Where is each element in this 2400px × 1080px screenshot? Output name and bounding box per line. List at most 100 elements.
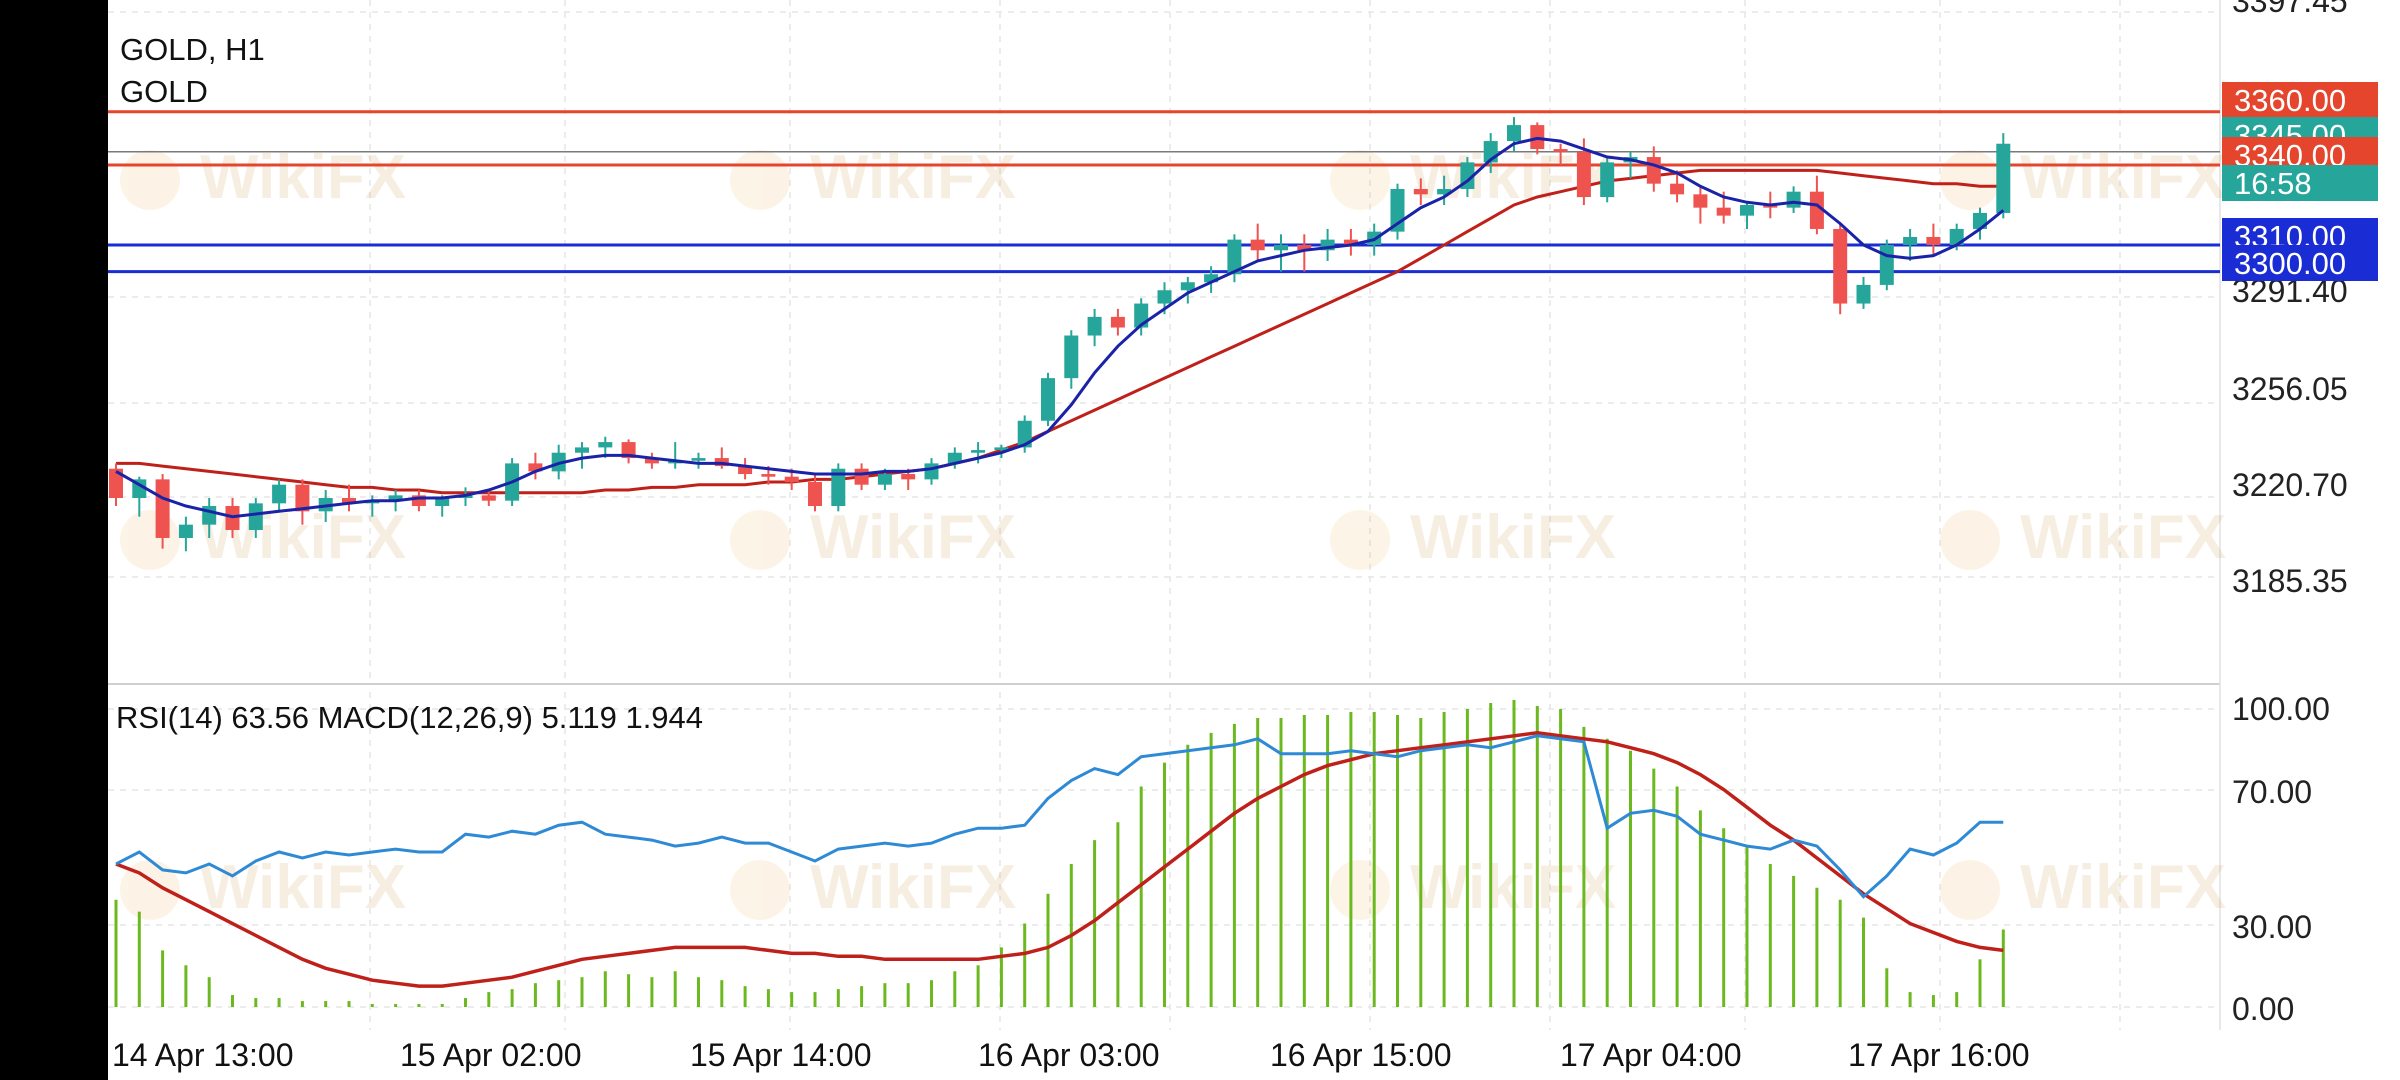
price-label: 3300.00 — [2222, 245, 2378, 281]
candle — [528, 452, 543, 480]
candle — [808, 474, 822, 512]
macd-histogram — [114, 700, 2005, 1007]
candle-body — [1204, 274, 1219, 283]
candle-body — [877, 474, 892, 485]
candle-body — [1879, 244, 1894, 285]
candle-body — [1507, 125, 1521, 142]
watermark-logo-icon — [730, 860, 790, 920]
candle — [481, 490, 496, 507]
candle — [924, 458, 939, 485]
price-label: 3360.00 — [2222, 82, 2378, 118]
candle — [575, 442, 589, 469]
watermark-logo-icon — [1330, 510, 1390, 570]
candle-body — [1087, 316, 1102, 336]
candle-body — [924, 463, 939, 480]
watermark-logo-icon — [120, 150, 180, 210]
candle — [1274, 234, 1288, 272]
candle — [1064, 330, 1079, 389]
candle — [1437, 175, 1452, 205]
y-tick-label: 70.00 — [2232, 774, 2312, 810]
candle — [1740, 202, 1754, 229]
candle — [248, 498, 263, 538]
main-grid — [108, 0, 2221, 1030]
candle-body — [1250, 239, 1265, 251]
y-tick-label: 30.00 — [2232, 909, 2312, 945]
candle — [1087, 308, 1102, 347]
candle-body — [528, 463, 543, 472]
candle — [1180, 276, 1195, 304]
candle-body — [738, 466, 753, 475]
x-tick-label: 16 Apr 15:00 — [1270, 1037, 1451, 1073]
candle-body — [1297, 244, 1312, 251]
price-label-bg — [2222, 165, 2378, 201]
ma-slow-path — [116, 168, 2004, 495]
candle — [1996, 133, 2011, 219]
candle-body — [947, 452, 962, 464]
candle-body — [342, 498, 356, 504]
candle-body — [808, 482, 822, 507]
candle — [178, 516, 193, 552]
candle — [1670, 170, 1685, 203]
macd-signal-line — [115, 731, 2004, 988]
candle-body — [1343, 239, 1358, 245]
candle-body — [388, 495, 403, 501]
candle — [1320, 228, 1335, 261]
candle-body — [901, 474, 916, 480]
watermark-logo-icon — [1330, 860, 1390, 920]
candle — [1250, 223, 1265, 261]
candle — [714, 447, 729, 469]
watermark-logo-text: WikiFX — [2020, 143, 2226, 212]
candle-body — [1716, 207, 1731, 216]
rsi-path — [115, 734, 2004, 899]
wikifx-watermark: WikiFX — [1940, 503, 2226, 572]
candle-body — [1693, 194, 1708, 208]
candle — [1856, 276, 1871, 309]
wikifx-watermark: WikiFX — [1940, 853, 2226, 922]
candle — [272, 479, 287, 512]
candle — [1903, 228, 1918, 261]
watermark-logo-icon — [1940, 860, 2000, 920]
x-tick-label: 16 Apr 03:00 — [978, 1037, 1159, 1073]
symbol-title: GOLD, H1 — [120, 32, 265, 67]
candle-body — [178, 524, 193, 538]
price-label: 16:58 — [2222, 165, 2378, 201]
candle — [1297, 234, 1312, 272]
candle — [1600, 157, 1615, 203]
candle-body — [691, 458, 706, 461]
rsi-line — [115, 734, 2004, 899]
candle — [831, 463, 846, 512]
watermark-logo-icon — [730, 150, 790, 210]
signal-path — [115, 731, 2004, 988]
horizontal-levels[interactable] — [108, 110, 2220, 274]
candle-body — [1110, 316, 1125, 328]
watermark-logo-icon — [120, 860, 180, 920]
candle-body — [1017, 420, 1032, 448]
candle — [1204, 266, 1219, 293]
candle-body — [1320, 239, 1335, 251]
candle — [1786, 186, 1801, 213]
watermark-logo-text: WikiFX — [1410, 503, 1616, 572]
candle-body — [575, 447, 589, 453]
candle-body — [411, 495, 426, 507]
indicator-y-axis: 100.00 70.00 30.00 0.00 — [2232, 691, 2330, 1027]
candle-body — [598, 442, 613, 448]
candle — [1413, 178, 1428, 205]
indicator-header: RSI(14) 63.56 MACD(12,26,9) 5.119 1.944 — [116, 700, 703, 735]
candle-body — [854, 468, 869, 485]
watermark-logo-text: WikiFX — [200, 143, 406, 212]
candle — [1926, 223, 1941, 256]
candle-body — [435, 498, 450, 507]
y-tick-label: 100.00 — [2232, 691, 2330, 727]
candle-body — [831, 468, 846, 507]
candle-body — [1786, 191, 1801, 208]
candle — [947, 447, 962, 469]
symbol-subtitle: GOLD — [120, 74, 208, 109]
candle-body — [1856, 284, 1871, 304]
x-tick-label: 17 Apr 16:00 — [1848, 1037, 2029, 1073]
ma-fast-path — [115, 136, 2005, 519]
candle-body — [109, 468, 123, 499]
y-tick-label: 3256.05 — [2232, 371, 2348, 407]
candle — [1390, 183, 1405, 240]
